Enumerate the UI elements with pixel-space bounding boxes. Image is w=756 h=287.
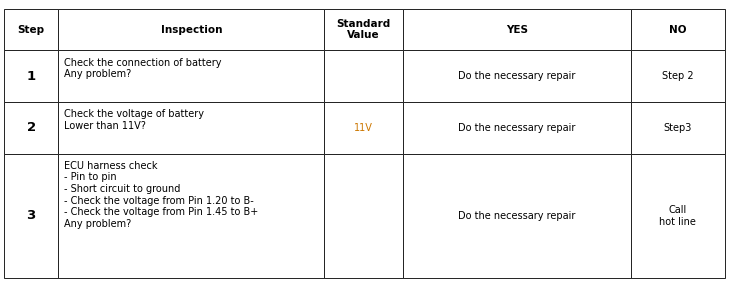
Bar — [403, 9, 631, 51]
Bar — [403, 154, 631, 278]
Text: Do the necessary repair: Do the necessary repair — [458, 211, 575, 221]
Bar — [631, 154, 724, 278]
Bar — [4, 102, 58, 154]
Text: 3: 3 — [26, 210, 36, 222]
Text: 2: 2 — [26, 121, 36, 134]
Text: Step 2: Step 2 — [662, 71, 693, 81]
Text: Inspection: Inspection — [160, 24, 222, 34]
Text: YES: YES — [506, 24, 528, 34]
Bar — [631, 51, 724, 102]
Bar — [58, 102, 324, 154]
Text: Do the necessary repair: Do the necessary repair — [458, 71, 575, 81]
Text: Check the voltage of battery
Lower than 11V?: Check the voltage of battery Lower than … — [64, 109, 204, 131]
Bar — [324, 154, 403, 278]
Text: 11V: 11V — [354, 123, 373, 133]
Text: Check the connection of battery
Any problem?: Check the connection of battery Any prob… — [64, 58, 222, 79]
Bar — [324, 9, 403, 51]
Bar — [58, 9, 324, 51]
Bar — [403, 51, 631, 102]
Bar — [58, 51, 324, 102]
Bar — [631, 9, 724, 51]
Text: NO: NO — [669, 24, 686, 34]
Bar — [403, 102, 631, 154]
Text: Standard
Value: Standard Value — [336, 19, 391, 40]
Text: Do the necessary repair: Do the necessary repair — [458, 123, 575, 133]
Text: 1: 1 — [26, 70, 36, 83]
Bar — [631, 102, 724, 154]
Bar — [58, 154, 324, 278]
Text: Step3: Step3 — [664, 123, 692, 133]
Bar — [324, 51, 403, 102]
Bar — [4, 154, 58, 278]
Bar — [4, 9, 58, 51]
Bar — [324, 102, 403, 154]
Text: Call
hot line: Call hot line — [659, 205, 696, 227]
Bar — [4, 51, 58, 102]
Text: Step: Step — [17, 24, 45, 34]
Text: ECU harness check
- Pin to pin
- Short circuit to ground
- Check the voltage fro: ECU harness check - Pin to pin - Short c… — [64, 161, 259, 229]
